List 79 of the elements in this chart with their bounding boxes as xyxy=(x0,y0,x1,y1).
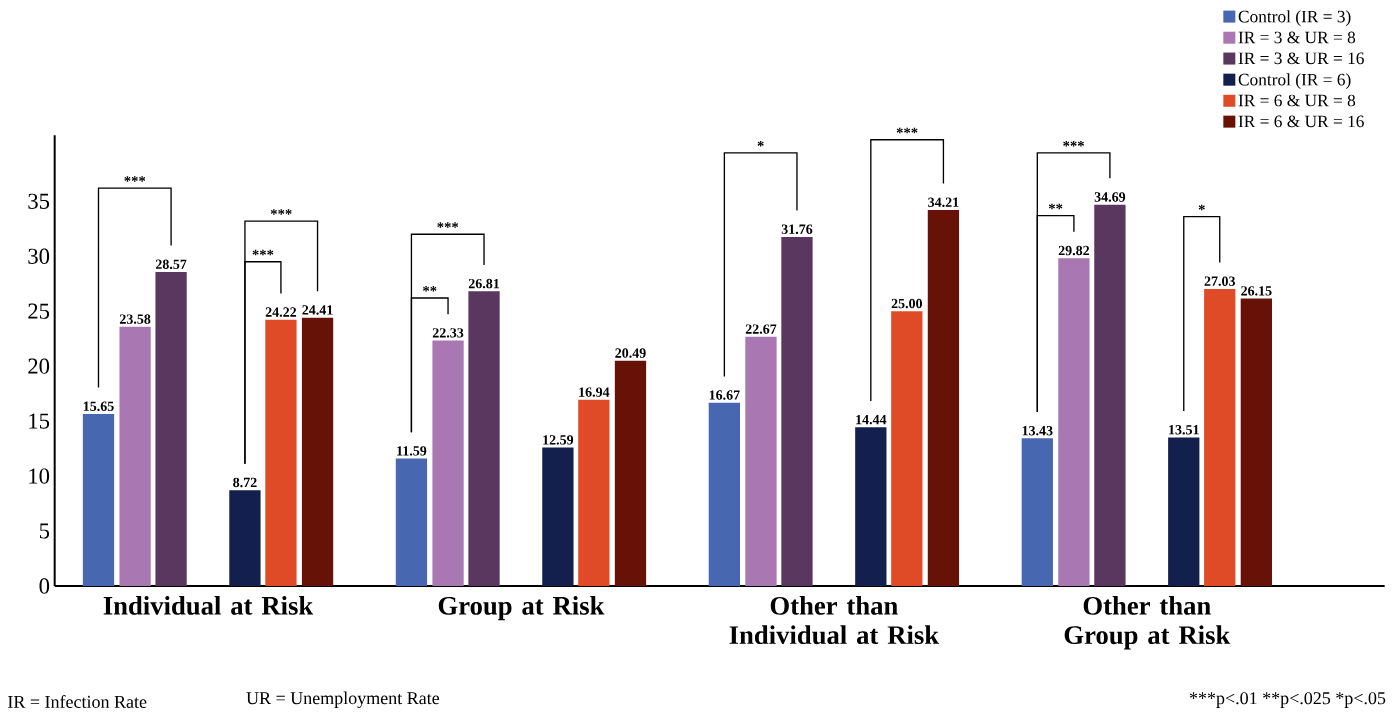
data-label: 23.58 xyxy=(119,314,151,324)
data-label: 8.72 xyxy=(233,477,257,488)
annotation: *** xyxy=(252,249,274,256)
y-tick-label: 30 xyxy=(28,248,50,264)
data-label: 24.22 xyxy=(265,307,297,317)
bar xyxy=(781,236,813,586)
bar xyxy=(927,209,960,586)
bar xyxy=(468,291,500,586)
bar xyxy=(395,458,428,586)
data-label: 34.69 xyxy=(1094,192,1126,202)
bar xyxy=(301,317,334,586)
annotation: *** xyxy=(437,222,459,228)
bar xyxy=(708,402,741,586)
data-label: 12.59 xyxy=(543,435,574,445)
y-tick-label: 25 xyxy=(28,303,50,319)
annotation: ** xyxy=(423,286,437,292)
y-tick-label: 20 xyxy=(28,358,50,374)
y-tick-label: 35 xyxy=(28,193,50,209)
annotation: * xyxy=(1198,204,1205,211)
legend-label: IR = 6 & UR = 16 xyxy=(1238,115,1364,128)
text: *** xyxy=(896,127,918,134)
bar xyxy=(745,336,777,586)
legend-label: Control (IR = 3) xyxy=(1238,10,1351,26)
legend-label: IR = 6 & UR = 8 xyxy=(1238,94,1356,107)
bar xyxy=(855,427,887,586)
bar xyxy=(1058,258,1090,586)
annotation: * xyxy=(757,140,764,147)
bar xyxy=(578,399,610,586)
data-label: 13.51 xyxy=(1169,425,1199,435)
bar xyxy=(614,360,647,586)
data-label: 13.43 xyxy=(1022,425,1053,436)
bar xyxy=(155,271,187,586)
bar xyxy=(1021,438,1053,586)
data-label: 22.67 xyxy=(745,324,777,334)
x-tick-label: Other than Individual at Risk xyxy=(729,596,940,645)
data-label: 26.15 xyxy=(1241,286,1272,296)
data-label: 26.81 xyxy=(468,278,500,289)
text: ***p<.01 **p<.025 *p<.05 xyxy=(1189,692,1386,708)
bar xyxy=(1240,298,1273,586)
data-label: 24.41 xyxy=(302,305,333,315)
data-label: 14.44 xyxy=(856,414,887,425)
annotation: *** xyxy=(270,209,292,215)
bar xyxy=(432,340,464,586)
data-label: 29.82 xyxy=(1058,245,1090,256)
y-tick-label: 15 xyxy=(29,413,50,429)
bar xyxy=(119,326,151,586)
bar xyxy=(265,319,297,586)
y-tick-label: 10 xyxy=(29,468,50,484)
data-label: 16.67 xyxy=(709,390,740,400)
data-label: 31.76 xyxy=(781,224,813,234)
text: UR = Unemployment Rate xyxy=(246,691,440,708)
legend-label: Control (IR = 6) xyxy=(1238,73,1351,90)
text: IR = Infection Rate xyxy=(8,695,147,708)
y-tick-label: 0 xyxy=(39,578,50,594)
x-tick-label: Individual at Risk xyxy=(103,596,314,615)
legend-label: IR = 3 & UR = 16 xyxy=(1238,52,1364,65)
data-label: 11.59 xyxy=(397,446,427,456)
y-tick-label: 5 xyxy=(39,523,50,539)
data-label: 16.94 xyxy=(579,387,610,397)
data-label: 22.33 xyxy=(432,328,464,338)
legend-label: IR = 3 & UR = 8 xyxy=(1238,31,1356,44)
data-label: 27.03 xyxy=(1204,276,1236,286)
bar xyxy=(1094,204,1126,586)
bar xyxy=(542,447,574,586)
annotation: *** xyxy=(1063,140,1084,147)
annotation: ** xyxy=(1048,203,1063,210)
bar xyxy=(229,490,261,586)
bar xyxy=(891,311,923,586)
data-label: 28.57 xyxy=(155,259,187,270)
x-tick-label: Group at Risk xyxy=(438,596,605,621)
x-tick-label: Other than Group at Risk xyxy=(1064,596,1231,650)
annotation: *** xyxy=(124,176,146,182)
bar xyxy=(82,413,115,586)
bar xyxy=(1168,437,1200,586)
data-label: 15.65 xyxy=(83,401,114,412)
data-label: 20.49 xyxy=(615,348,646,358)
bar xyxy=(1204,288,1236,586)
data-label: 34.21 xyxy=(928,197,959,208)
data-label: 25.00 xyxy=(891,298,923,309)
